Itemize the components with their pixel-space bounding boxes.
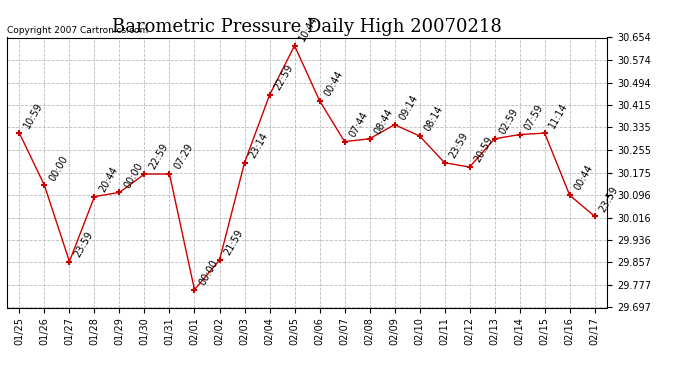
Text: 22:59: 22:59 (273, 63, 295, 92)
Text: 21:59: 21:59 (222, 228, 245, 257)
Text: 07:29: 07:29 (172, 142, 195, 171)
Text: 07:44: 07:44 (347, 110, 370, 139)
Text: 23:14: 23:14 (247, 131, 270, 160)
Text: 10:44: 10:44 (297, 14, 320, 43)
Text: 02:59: 02:59 (497, 107, 520, 136)
Title: Barometric Pressure Daily High 20070218: Barometric Pressure Daily High 20070218 (112, 18, 502, 36)
Text: 00:00: 00:00 (197, 258, 220, 287)
Text: 20:59: 20:59 (473, 135, 495, 164)
Text: 09:14: 09:14 (397, 93, 420, 122)
Text: 23:59: 23:59 (447, 131, 470, 160)
Text: 00:44: 00:44 (573, 164, 595, 192)
Text: 08:14: 08:14 (422, 104, 445, 133)
Text: 08:44: 08:44 (373, 107, 395, 136)
Text: 23:59: 23:59 (598, 184, 620, 214)
Text: 22:59: 22:59 (147, 142, 170, 171)
Text: 23:59: 23:59 (72, 230, 95, 259)
Text: 10:59: 10:59 (22, 101, 45, 130)
Text: Copyright 2007 Cartronics.com: Copyright 2007 Cartronics.com (7, 26, 148, 35)
Text: 00:00: 00:00 (47, 153, 70, 183)
Text: 07:59: 07:59 (522, 102, 545, 132)
Text: 00:00: 00:00 (122, 160, 145, 190)
Text: 11:14: 11:14 (547, 101, 570, 130)
Text: 20:44: 20:44 (97, 165, 120, 194)
Text: 00:44: 00:44 (322, 69, 345, 98)
